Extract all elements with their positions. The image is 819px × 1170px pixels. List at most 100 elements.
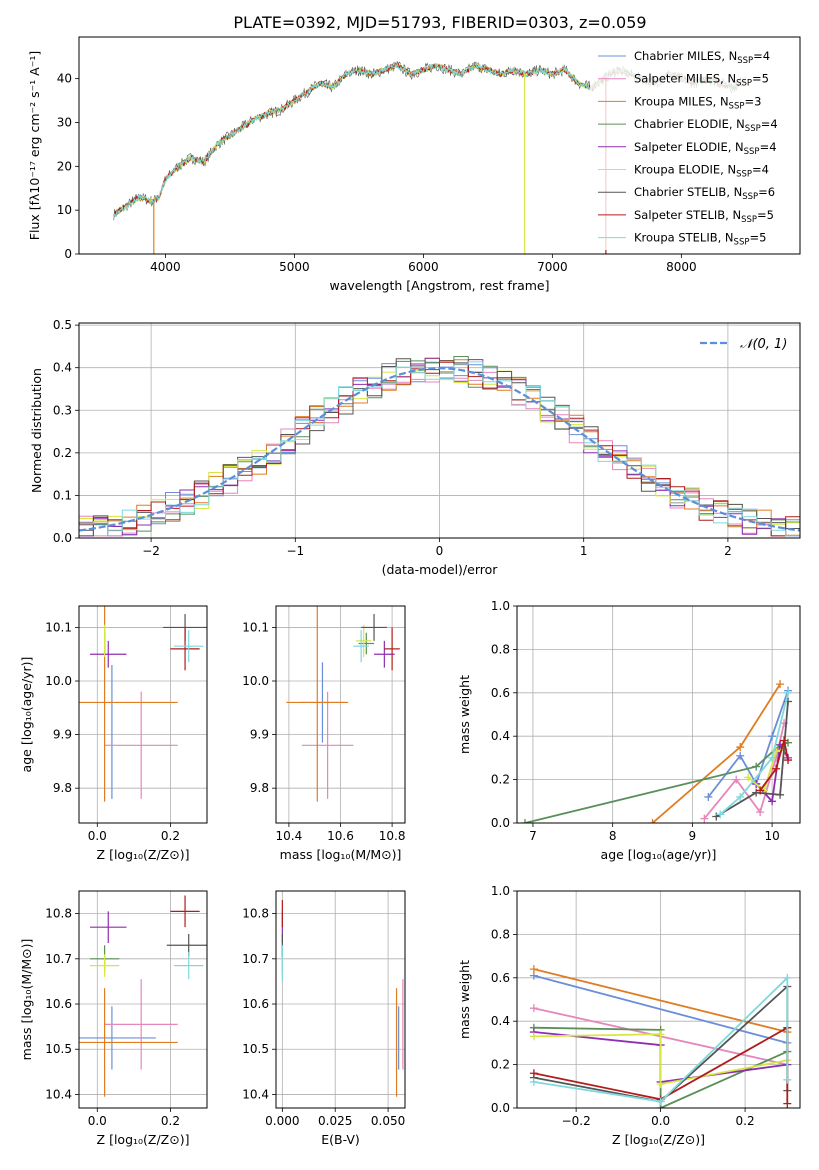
x-tick-label: −0.2 bbox=[562, 1114, 591, 1128]
y-tick-label: 0.4 bbox=[491, 729, 510, 743]
plot-area-mass-vs-EBV bbox=[281, 900, 404, 1097]
y-axis-label: mass [log₁₀(M/M⊙)] bbox=[19, 939, 34, 1061]
mass-weight-marker bbox=[700, 814, 709, 823]
panel-mass-vs-Z: 0.0 0.2 10.4 10.5 10.6 10.7 10.8 Z [log₁₀(Z/Z⊙)… bbox=[19, 890, 208, 1147]
mass-weight-marker bbox=[752, 762, 761, 771]
axes-frame bbox=[78, 890, 208, 1109]
x-tick-label: 7000 bbox=[537, 260, 568, 274]
axes-frame bbox=[78, 605, 208, 824]
axes-frame bbox=[516, 890, 801, 1109]
y-tick-label: 10.1 bbox=[242, 620, 269, 634]
mass-weight-marker bbox=[736, 751, 745, 760]
plot-area-age-vs-mass bbox=[286, 606, 400, 802]
panel-residuals: −2 −1 0 1 2 0.0 0.1 0.2 0.3 0.4 0.5 (data-model)/er… bbox=[29, 318, 801, 577]
legend-entry: Kroupa STELIB, NSSP=5 bbox=[634, 231, 766, 248]
mass-weight-marker bbox=[783, 973, 792, 982]
y-tick-label: 0.4 bbox=[491, 1014, 510, 1028]
x-axis-label: Z [log₁₀(Z/Z⊙)] bbox=[97, 847, 190, 862]
axes-frame bbox=[78, 36, 801, 255]
y-tick-label: 0.3 bbox=[53, 403, 72, 417]
y-tick-label: 0.5 bbox=[53, 318, 72, 332]
mass-weight-marker bbox=[736, 743, 745, 752]
y-tick-label: 10.5 bbox=[242, 1042, 269, 1056]
y-tick-label: 0.6 bbox=[491, 686, 510, 700]
y-axis-label: Normed distribution bbox=[29, 368, 44, 493]
y-tick-label: 0.2 bbox=[491, 1058, 510, 1072]
x-axis-label: Z [log₁₀(Z/Z⊙)] bbox=[612, 1132, 705, 1147]
y-axis-label: mass weight bbox=[457, 960, 472, 1039]
y-tick-label: 10.6 bbox=[45, 997, 72, 1011]
axes-frame bbox=[78, 322, 801, 539]
mass-weight-marker bbox=[732, 775, 741, 784]
panel-mass-vs-EBV: 0.000 0.025 0.050 10.4 10.5 10.6 10.7 10.8 E(B-V… bbox=[242, 890, 406, 1147]
x-tick-label: 10.4 bbox=[276, 829, 303, 843]
gaussian-curve bbox=[79, 367, 800, 532]
legend-entry: Chabrier ELODIE, NSSP=4 bbox=[634, 117, 778, 134]
legend-entry: Kroupa MILES, NSSP=3 bbox=[634, 94, 761, 111]
x-tick-label: 10.6 bbox=[327, 829, 354, 843]
mass-weight-marker bbox=[784, 756, 793, 765]
x-tick-label: 0.0 bbox=[88, 829, 107, 843]
mass-weight-marker bbox=[768, 753, 777, 762]
x-axis-label: Z [log₁₀(Z/Z⊙)] bbox=[97, 1132, 190, 1147]
y-axis-label: Flux [fλ10⁻¹⁷ erg cm⁻² s⁻¹ A⁻¹] bbox=[27, 51, 42, 240]
plot-area-mass-vs-Z bbox=[79, 895, 207, 1097]
plot-area-massweight-vs-age bbox=[520, 680, 793, 823]
y-tick-label: 0.8 bbox=[491, 642, 510, 656]
mass-weight-line bbox=[533, 975, 789, 1103]
mass-weight-marker bbox=[784, 688, 793, 697]
mass-weight-marker bbox=[768, 797, 777, 806]
mass-weight-marker bbox=[776, 680, 785, 689]
x-tick-label: −1 bbox=[286, 544, 304, 558]
panels: 4000 5000 6000 7000 8000010203040wavelength … bbox=[19, 36, 801, 1147]
mass-weight-marker bbox=[780, 736, 789, 745]
y-tick-label: 10.7 bbox=[242, 952, 269, 966]
mass-weight-marker bbox=[756, 786, 765, 795]
x-tick-label: 0 bbox=[436, 544, 444, 558]
y-tick-label: 1.0 bbox=[491, 599, 510, 613]
y-tick-label: 10.4 bbox=[242, 1087, 269, 1101]
spectrum-legend: Chabrier MILES, NSSP=4 Salpeter MILES, NS… bbox=[590, 45, 795, 250]
x-axis-label: wavelength [Angstrom, rest frame] bbox=[329, 278, 549, 293]
x-axis-label: mass [log₁₀(M/M⊙)] bbox=[280, 847, 402, 862]
y-tick-label: 0.4 bbox=[53, 361, 72, 375]
panel-massweight-vs-Z: −0.2 0.0 0.2 0.0 0.2 0.4 0.6 0.8 1.0 Z [log₁₀(Z/Z… bbox=[457, 884, 801, 1147]
x-axis-label: age [log₁₀(age/yr)] bbox=[601, 847, 717, 862]
panel-massweight-vs-age: 7 8 9 10 0.0 0.2 0.4 0.6 0.8 1.0 age [log₁₀(age/yr… bbox=[457, 599, 801, 862]
mass-weight-marker bbox=[772, 764, 781, 773]
mass-weight-line bbox=[715, 701, 789, 818]
axes-frame bbox=[275, 890, 406, 1109]
mass-weight-marker bbox=[783, 1075, 792, 1084]
mass-weight-marker bbox=[704, 792, 713, 801]
x-axis-label: E(B-V) bbox=[321, 1132, 360, 1147]
x-tick-label: 10 bbox=[764, 829, 779, 843]
mass-weight-line bbox=[719, 692, 789, 815]
legend-entry: Kroupa ELODIE, NSSP=4 bbox=[634, 163, 769, 180]
x-tick-label: 0.0 bbox=[651, 1114, 670, 1128]
mass-weight-marker bbox=[529, 1032, 538, 1041]
y-tick-label: 10.6 bbox=[242, 997, 269, 1011]
y-tick-label: 10.4 bbox=[45, 1087, 72, 1101]
histogram-step bbox=[79, 361, 800, 538]
y-tick-label: 10 bbox=[57, 203, 72, 217]
y-tick-label: 0.0 bbox=[491, 1101, 510, 1115]
y-tick-label: 0 bbox=[64, 247, 72, 261]
y-tick-label: 10.8 bbox=[242, 907, 269, 921]
mass-weight-marker bbox=[768, 732, 777, 741]
axes-frame bbox=[516, 605, 801, 824]
residual-legend: 𝒩(0, 1) bbox=[700, 337, 787, 352]
mass-weight-marker bbox=[716, 810, 725, 819]
y-tick-label: 0.2 bbox=[53, 446, 72, 460]
plot-area-residuals bbox=[79, 356, 800, 538]
mass-weight-marker bbox=[776, 790, 785, 799]
x-tick-label: 7 bbox=[529, 829, 537, 843]
mass-weight-marker bbox=[736, 792, 745, 801]
mass-weight-marker bbox=[656, 1030, 665, 1039]
x-tick-label: 0.000 bbox=[265, 1114, 299, 1128]
y-tick-label: 10.0 bbox=[45, 674, 72, 688]
x-tick-label: 0.025 bbox=[318, 1114, 352, 1128]
mass-weight-marker bbox=[529, 1004, 538, 1013]
y-tick-label: 40 bbox=[57, 72, 72, 86]
x-tick-label: 0.2 bbox=[736, 1114, 755, 1128]
